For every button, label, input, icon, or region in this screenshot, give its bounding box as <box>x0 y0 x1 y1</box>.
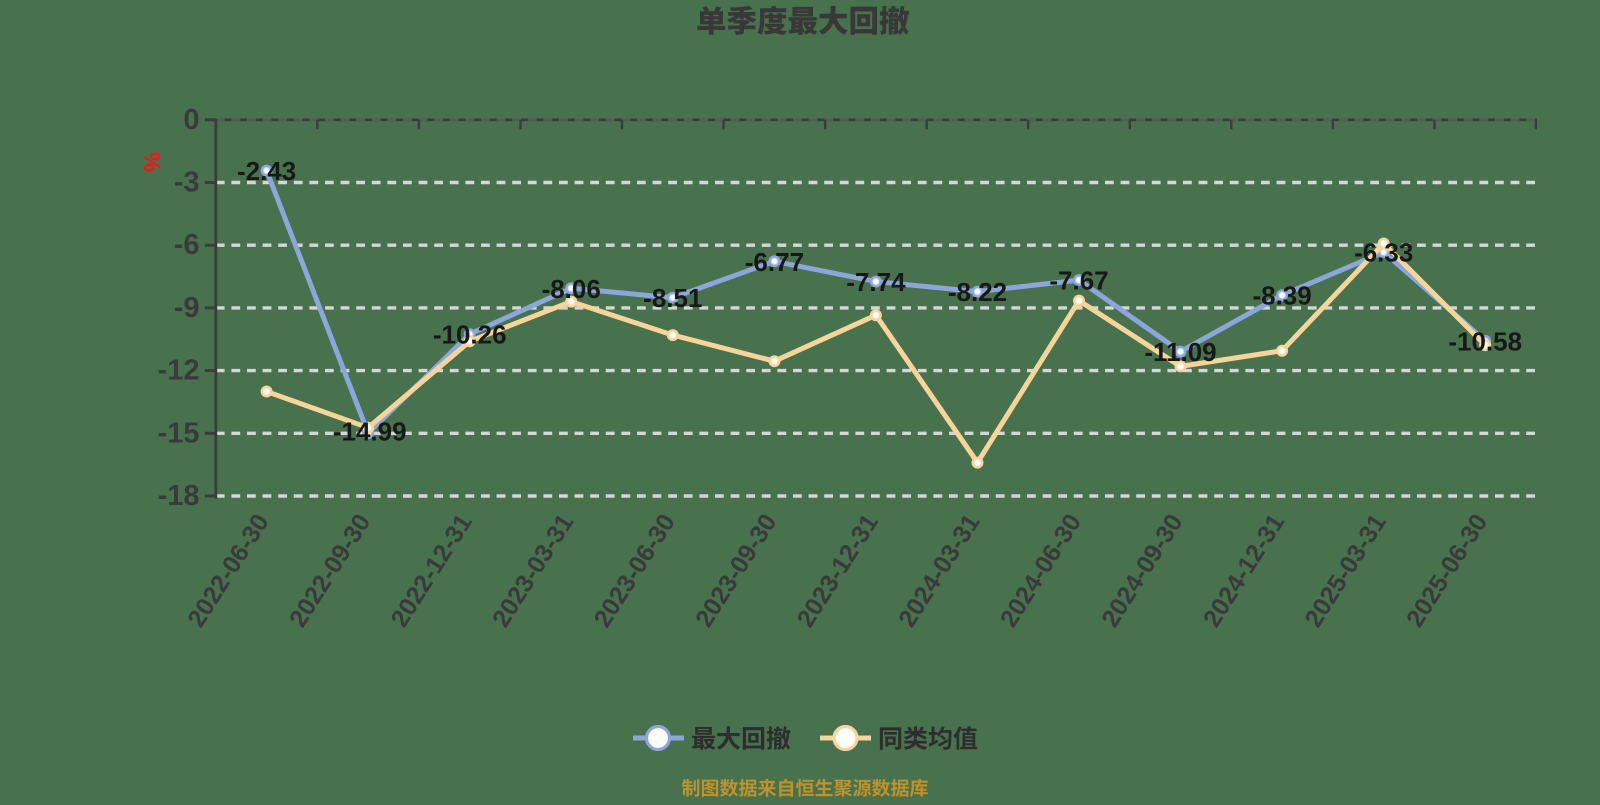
svg-text:-10.26: -10.26 <box>433 320 507 350</box>
svg-text:-8.51: -8.51 <box>643 283 702 313</box>
svg-text:-7.74: -7.74 <box>846 267 906 297</box>
svg-text:%: % <box>139 152 165 172</box>
svg-text:-7.67: -7.67 <box>1049 266 1108 296</box>
svg-text:-3: -3 <box>174 167 200 199</box>
svg-text:-11.09: -11.09 <box>1144 337 1216 367</box>
svg-text:-15: -15 <box>158 417 200 449</box>
svg-text:-9: -9 <box>174 292 200 324</box>
svg-text:0: 0 <box>183 104 199 136</box>
svg-text:-18: -18 <box>158 480 200 512</box>
svg-text:-6.33: -6.33 <box>1354 238 1413 268</box>
svg-text:-6: -6 <box>174 229 200 261</box>
svg-text:-12: -12 <box>158 355 200 387</box>
svg-text:-8.06: -8.06 <box>542 274 601 304</box>
svg-text:-2.43: -2.43 <box>237 156 296 186</box>
svg-text:-14.99: -14.99 <box>333 417 407 447</box>
svg-text:-8.39: -8.39 <box>1252 281 1311 311</box>
svg-text:-6.77: -6.77 <box>745 247 804 277</box>
svg-text:-10.58: -10.58 <box>1448 326 1522 356</box>
svg-text:-8.22: -8.22 <box>948 277 1007 307</box>
